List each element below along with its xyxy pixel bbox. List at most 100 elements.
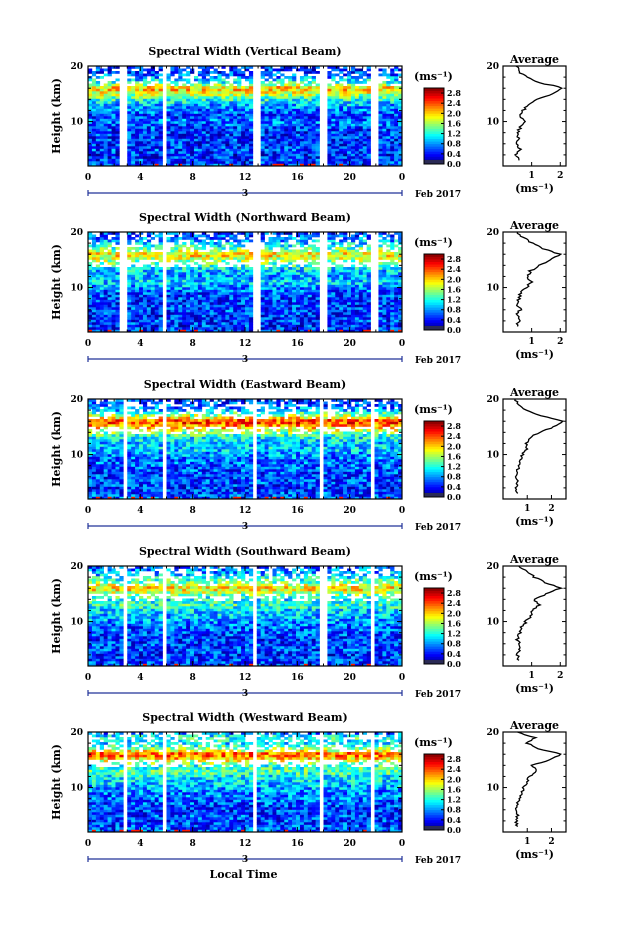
date-marker: 3 [242,189,248,199]
colorbar-tick-label: 0.8 [447,305,461,315]
colorbar-tick-label: 1.6 [447,118,461,128]
y-tick-label: 20 [70,562,83,572]
y-axis-label: Height (km) [50,78,63,154]
x-tick-label: 0 [85,673,91,683]
colorbar: (ms⁻¹) 2.82.42.01.61.20.80.40.0 [414,736,461,835]
x-tick-label: 20 [343,673,356,683]
profile-frame [502,65,567,167]
average-profile: Average 20 10 1 2(ms⁻¹) [486,553,567,695]
panel-3: Spectral Width (Eastward Beam)2010Height… [50,378,567,533]
x-axis: 0 4 8 12 16 20 0 [85,566,405,683]
x-tick-label: 4 [137,506,143,516]
colorbar-tick-label: 0.8 [447,805,461,815]
colorbar-tick-label: 0.4 [447,315,461,325]
date-marker: 3 [242,355,248,365]
profile-line [514,565,564,661]
profile-x-tick-label: 2 [557,171,563,181]
profile-y-tick-label: 20 [486,395,499,405]
date-label: Feb 2017 [415,856,461,866]
x-tick-label: 12 [239,339,252,349]
x-tick-label: 16 [291,506,304,516]
x-axis: 0 4 8 12 16 20 0 [85,66,405,183]
y-axis-label: Height (km) [50,244,63,320]
profile-x-tick-label: 2 [557,671,563,681]
x-tick-label: 4 [137,673,143,683]
average-profile: Average 20 10 1 2(ms⁻¹) [486,386,567,528]
profile-x-label: (ms⁻¹) [515,515,554,528]
colorbar-tick-label: 2.4 [447,764,461,774]
common-xlabel: Local Time [209,868,278,881]
x-tick-label: 16 [291,839,304,849]
x-tick-label: 8 [190,339,196,349]
colorbar-unit: (ms⁻¹) [414,570,453,583]
y-tick-label: 10 [70,618,83,628]
profile-x-tick-label: 1 [529,171,535,181]
average-profile: Average 20 10 1 2(ms⁻¹) [486,719,567,861]
panel-title: Spectral Width (Southward Beam) [139,545,351,558]
x-tick-label: 0 [399,339,405,349]
colorbar-tick-label: 1.2 [447,129,461,139]
profile-x-tick-label: 1 [529,671,535,681]
average-profile: Average 20 10 1 2(ms⁻¹) [486,219,567,361]
profile-title: Average [509,719,559,732]
x-tick-label: 8 [190,839,196,849]
colorbar-tick-label: 0.0 [447,492,461,502]
heatmap-field [88,232,403,333]
profile-title: Average [509,53,559,66]
colorbar-tick-label: 2.4 [447,264,461,274]
colorbar-tick-label: 2.0 [447,108,461,118]
x-tick-label: 0 [399,673,405,683]
panel-1: Spectral Width (Vertical Beam)2010Height… [50,45,567,200]
date-label: Feb 2017 [415,690,461,700]
profile-title: Average [509,553,559,566]
profile-y-tick-label: 10 [486,118,499,128]
colorbar-tick-label: 0.4 [447,649,461,659]
colorbar-tick-label: 2.0 [447,274,461,284]
x-tick-label: 0 [85,339,91,349]
panel-5: Spectral Width (Westward Beam)2010Height… [50,711,567,866]
date-axis: 3 Feb 2017 [87,855,461,866]
colorbar-tick-label: 1.2 [447,629,461,639]
x-tick-label: 8 [190,173,196,183]
profile-y-tick-label: 20 [486,562,499,572]
colorbar-tick-label: 2.8 [447,588,461,598]
x-tick-label: 20 [343,339,356,349]
x-tick-label: 12 [239,506,252,516]
profile-line [515,231,563,327]
y-axis-label: Height (km) [50,578,63,654]
profile-frame [502,398,567,500]
colorbar-tick-label: 2.8 [447,254,461,264]
panel-title: Spectral Width (Northward Beam) [139,211,351,224]
colorbar-tick-label: 1.6 [447,784,461,794]
date-axis: 3 Feb 2017 [87,355,461,366]
profile-y-tick-label: 10 [486,618,499,628]
colorbar-tick-label: 2.0 [447,608,461,618]
y-tick-label: 10 [70,451,83,461]
colorbar-unit: (ms⁻¹) [414,236,453,249]
profile-x-tick-label: 2 [548,837,554,847]
colorbar-tick-label: 1.2 [447,462,461,472]
colorbar-tick-label: 2.0 [447,774,461,784]
x-tick-label: 0 [399,839,405,849]
profile-x-tick-label: 1 [529,337,535,347]
colorbar-tick-label: 0.0 [447,325,461,335]
y-tick-label: 10 [70,284,83,294]
date-axis: 3 Feb 2017 [87,189,461,200]
colorbar-unit: (ms⁻¹) [414,403,453,416]
profile-y-tick-label: 20 [486,62,499,72]
colorbar-unit: (ms⁻¹) [414,736,453,749]
profile-x-label: (ms⁻¹) [515,182,554,195]
profile-line [514,398,565,494]
x-tick-label: 12 [239,173,252,183]
x-tick-label: 0 [85,173,91,183]
x-tick-label: 8 [190,673,196,683]
colorbar-tick-label: 0.4 [447,149,461,159]
profile-y-tick-label: 10 [486,451,499,461]
heatmap-field [88,566,403,667]
profile-frame [502,231,567,333]
profile-frame [502,565,567,667]
profile-x-label: (ms⁻¹) [515,348,554,361]
profile-frame [502,731,567,833]
